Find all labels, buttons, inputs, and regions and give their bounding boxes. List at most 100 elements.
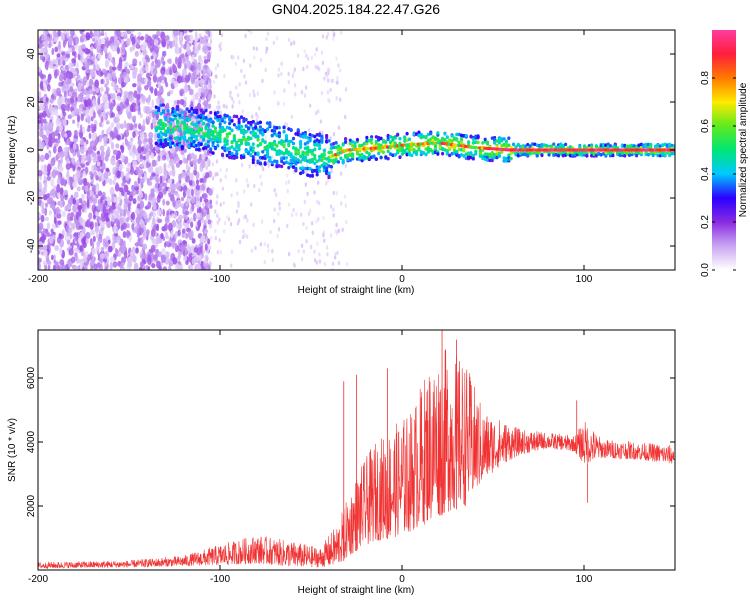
heatmap-cell [348,141,352,146]
heatmap-cell [104,59,109,68]
heatmap-cell [142,118,146,127]
heatmap-cell [201,218,205,223]
heatmap-cell [70,147,75,154]
heatmap-cell [45,97,49,102]
heatmap-cell [303,155,307,159]
heatmap-cell [52,222,56,231]
heatmap-cell [153,254,158,261]
heatmap-cell [128,235,132,242]
heatmap-cell [113,84,119,92]
heatmap-cell [182,57,186,62]
heatmap-cell [153,132,158,141]
heatmap-cell [171,106,175,111]
heatmap-cell [672,151,675,156]
heatmap-cell [452,151,457,155]
heatmap-cell [299,160,303,164]
heatmap-cell [384,155,388,160]
heatmap-cell [332,145,336,150]
heatmap-cell [54,108,59,117]
heatmap-cell [235,85,238,90]
heatmap-cell [218,122,222,126]
heatmap-cell [179,30,184,33]
heatmap-cell [246,183,250,188]
heatmap-cell [412,132,416,136]
heatmap-cell [433,150,438,155]
heatmap-cell [333,255,337,260]
heatmap-cell [177,229,181,237]
heatmap-cell [305,163,309,168]
heatmap-cell [221,186,225,191]
heatmap-cell [332,190,335,196]
heatmap-cell [128,195,134,202]
heatmap-cell [151,159,156,167]
heatmap-cell [169,67,172,76]
heatmap-cell [99,223,105,228]
heatmap-cell [348,158,352,163]
heatmap-cell [135,104,139,112]
heatmap-cell [134,226,138,233]
heatmap-cell [62,86,67,92]
heatmap-cell [202,249,206,254]
heatmap-cell [248,164,251,169]
heatmap-cell [244,117,248,122]
heatmap-cell [38,213,42,219]
heatmap-cell [259,242,263,247]
heatmap-cell [287,179,291,185]
heatmap-cell [187,117,192,122]
heatmap-cell [44,125,48,131]
heatmap-cell [145,67,149,72]
heatmap-cell [556,145,561,150]
heatmap-cell [38,90,42,99]
heatmap-cell [147,181,153,186]
heatmap-cell [335,96,338,101]
heatmap-cell [38,222,44,230]
heatmap-cell [365,141,369,146]
heatmap-cell [199,118,203,123]
heatmap-cell [113,225,118,234]
heatmap-cell [204,108,208,113]
heatmap-cell [500,137,504,141]
heatmap-cell [40,214,45,223]
heatmap-cell [199,128,203,132]
heatmap-cell [220,126,225,130]
heatmap-cell [308,137,312,141]
heatmap-cell [86,73,90,81]
heatmap-cell [457,140,461,145]
heatmap-cell [90,115,94,122]
heatmap-cell [126,216,130,222]
heatmap-cell [310,55,314,60]
heatmap-cell [152,217,156,226]
heatmap-cell [186,60,192,70]
heatmap-cell [166,141,170,146]
heatmap-cell [121,181,126,187]
heatmap-cell [110,156,116,166]
heatmap-cell [171,213,175,219]
heatmap-cell [70,222,77,229]
heatmap-cell [157,251,163,258]
heatmap-cell [199,135,203,139]
heatmap-cell [120,123,124,130]
heatmap-cell [277,152,281,156]
heatmap-cell [228,131,232,136]
heatmap-cell [282,129,286,134]
heatmap-cell [66,103,71,112]
heatmap-cell [391,153,395,158]
heatmap-cell [287,142,291,147]
heatmap-cell [204,115,208,120]
heatmap-cell [320,90,324,96]
heatmap-cell [386,156,390,161]
heatmap-cell [321,130,324,136]
heatmap-cell [164,35,170,41]
heatmap-cell [249,63,252,68]
heatmap-cell [202,101,207,106]
heatmap-cell [111,241,116,250]
heatmap-cell [88,88,94,95]
heatmap-cell [132,130,136,139]
heatmap-cell [56,138,61,144]
heatmap-cell [360,143,364,148]
heatmap-cell [139,200,145,209]
heatmap-cell [230,249,234,254]
heatmap-cell [246,151,251,155]
heatmap-cell [277,227,281,232]
heatmap-cell [502,159,506,163]
